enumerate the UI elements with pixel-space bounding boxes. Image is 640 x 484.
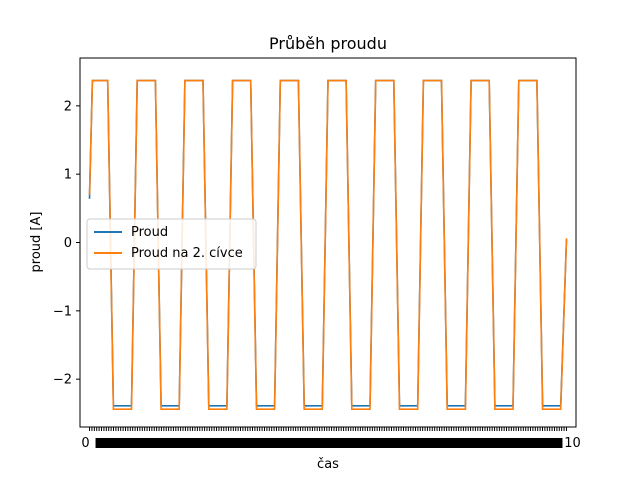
y-tick-label: 2	[64, 99, 72, 114]
series-line-proud-2-civka	[88, 79, 568, 410]
series-layer	[88, 79, 568, 410]
y-axis-label: proud [A]	[29, 212, 44, 273]
y-tick-label: −1	[53, 304, 72, 319]
chart-title: Průběh proudu	[269, 34, 387, 53]
y-tick-label: −2	[53, 373, 72, 388]
legend: Proud Proud na 2. cívce	[86, 218, 257, 270]
x-tick-label-last: 10	[564, 436, 581, 451]
x-tick-labels-overlap	[95, 438, 563, 448]
x-tick-label-first: 0	[81, 436, 89, 451]
legend-box	[86, 218, 257, 270]
legend-label-proud-2-civka: Proud na 2. cívce	[131, 246, 243, 261]
x-axis: 0 10	[81, 427, 581, 451]
y-axis: −2 −1 0 1 2	[53, 99, 80, 388]
legend-label-proud: Proud	[131, 225, 168, 240]
x-tick-marks	[89, 427, 567, 431]
x-axis-label: čas	[317, 457, 339, 472]
y-tick-label: 0	[64, 236, 72, 251]
y-tick-label: 1	[64, 168, 72, 183]
